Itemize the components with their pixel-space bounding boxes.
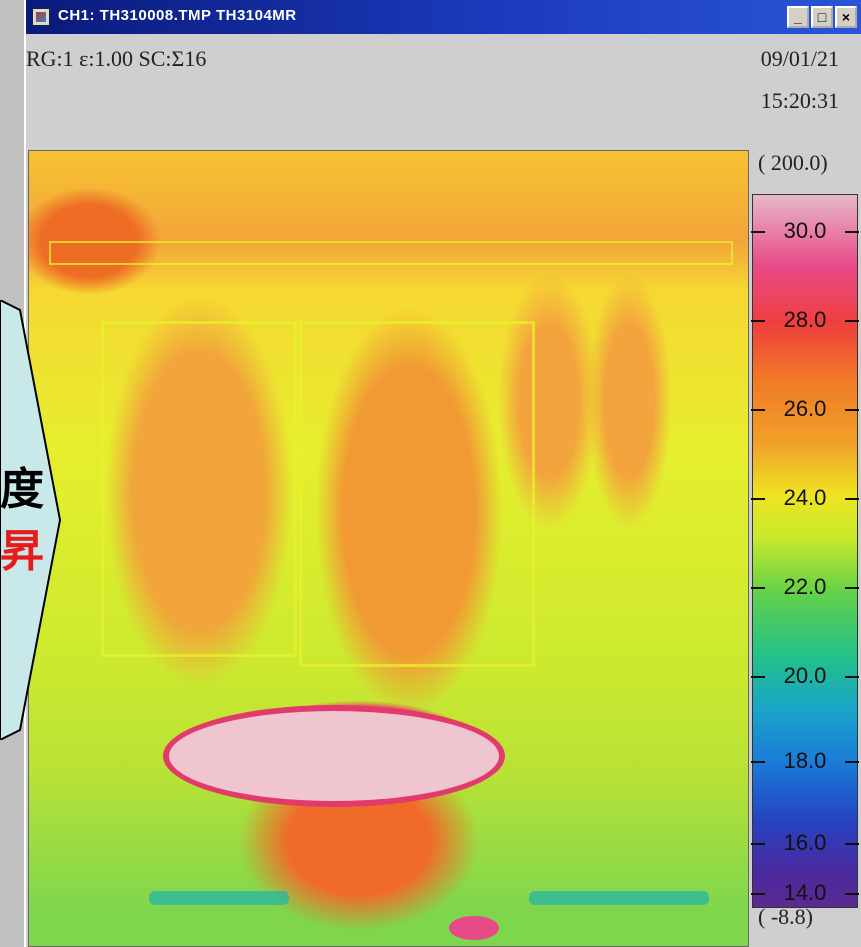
window-title: CH1: TH310008.TMP TH3104MR — [58, 7, 297, 24]
scale-tick: 18.0 — [751, 748, 859, 774]
title-bar[interactable]: CH1: TH310008.TMP TH3104MR _ □ × — [26, 0, 861, 34]
window-frame-right — [299, 321, 535, 667]
maximize-button[interactable]: □ — [811, 6, 833, 28]
overlay-text-sho: 昇 — [0, 526, 44, 577]
scale-tick: 30.0 — [751, 218, 859, 244]
cool-baseboard-left — [149, 891, 289, 905]
close-button[interactable]: × — [835, 6, 857, 28]
app-icon[interactable] — [32, 8, 50, 26]
small-hotspot — [449, 916, 499, 940]
scale-tick: 22.0 — [751, 574, 859, 600]
heater-hotspot — [169, 711, 499, 801]
scale-tick: 28.0 — [751, 307, 859, 333]
capture-time: 15:20:31 — [760, 88, 839, 113]
scale-tick: 20.0 — [751, 663, 859, 689]
overlay-text-do: 度 — [0, 464, 44, 515]
cool-baseboard-right — [529, 891, 709, 905]
arrow-shape — [0, 300, 62, 740]
capture-date: 09/01/21 — [760, 46, 839, 71]
minimize-button[interactable]: _ — [787, 6, 809, 28]
window-controls: _ □ × — [787, 6, 857, 28]
scale-tick: 14.0 — [751, 880, 859, 906]
scale-max-label: ( 200.0) — [758, 150, 828, 175]
scale-tick: 16.0 — [751, 830, 859, 856]
scale-min-label: ( -8.8) — [758, 904, 813, 929]
top-rail — [49, 241, 733, 265]
thermal-viewer-window: CH1: TH310008.TMP TH3104MR _ □ × RG:1 ε:… — [24, 0, 861, 947]
scale-tick: 24.0 — [751, 485, 859, 511]
temperature-rise-arrow — [0, 300, 62, 740]
window-frame-left — [101, 321, 297, 657]
measurement-readout: RG:1 ε:1.00 SC:Σ16 — [26, 46, 207, 71]
thermal-image[interactable] — [28, 150, 749, 947]
temperature-colorbar: 30.0 28.0 26.0 24.0 22.0 20.0 18.0 16.0 … — [751, 194, 859, 908]
scale-tick: 26.0 — [751, 396, 859, 422]
